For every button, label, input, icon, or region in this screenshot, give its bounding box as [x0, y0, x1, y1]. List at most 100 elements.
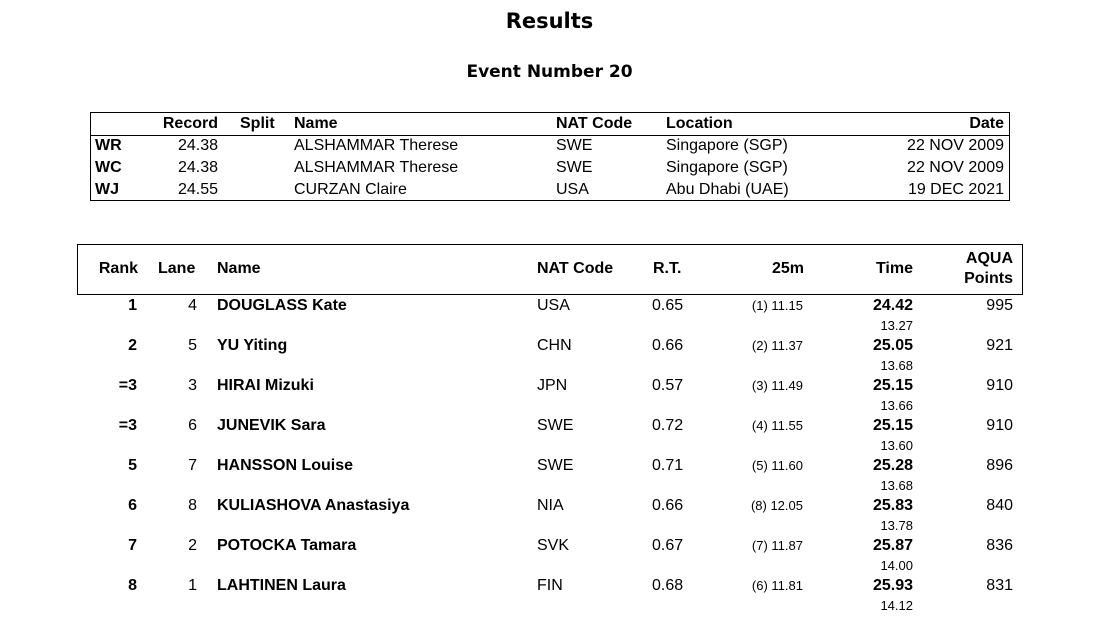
result-rt: 0.67 — [652, 537, 684, 554]
result-row: 8 1 LAHTINEN Laura FIN 0.68 (6) 11.81 25… — [0, 576, 1099, 616]
result-time: 25.15 — [872, 377, 913, 394]
results-header-row: Rank Lane Name NAT Code R.T. 25m Time AQ… — [77, 244, 1023, 295]
records-table: Record Split Name NAT Code Location Date… — [90, 112, 1010, 201]
result-name: JUNEVIK Sara — [217, 417, 326, 434]
result-name: DOUGLASS Kate — [217, 297, 347, 314]
result-time: 24.42 — [872, 297, 913, 314]
result-time: 25.87 — [872, 537, 913, 554]
result-time: 25.28 — [872, 457, 913, 474]
result-name: HANSSON Louise — [217, 457, 354, 474]
result-name: YU Yiting — [217, 337, 288, 354]
result-lane: 3 — [188, 377, 197, 394]
result-points: 840 — [986, 497, 1013, 514]
result-rt: 0.68 — [652, 577, 684, 594]
results-header-split: 25m — [771, 260, 804, 277]
record-date: 22 NOV 2009 — [907, 159, 1004, 176]
result-subtime: 13.78 — [880, 518, 913, 533]
record-type: WJ — [95, 181, 119, 198]
result-points: 995 — [986, 297, 1013, 314]
record-row: WJ 24.55 CURZAN Claire USA Abu Dhabi (UA… — [91, 179, 1009, 201]
record-name: ALSHAMMAR Therese — [294, 159, 459, 176]
results-header-points-line1: AQUA — [965, 250, 1013, 267]
result-time: 25.05 — [872, 337, 913, 354]
record-nat: SWE — [556, 159, 593, 176]
result-points: 831 — [986, 577, 1013, 594]
result-name: KULIASHOVA Anastasiya — [217, 497, 410, 514]
results-header-name: Name — [217, 260, 261, 277]
result-time: 25.83 — [872, 497, 913, 514]
record-nat: USA — [556, 181, 589, 198]
event-title: Event Number 20 — [466, 62, 633, 82]
record-row: WR 24.38 ALSHAMMAR Therese SWE Singapore… — [91, 135, 1009, 157]
result-name: LAHTINEN Laura — [217, 577, 346, 594]
record-location: Singapore (SGP) — [666, 159, 788, 176]
result-points: 836 — [986, 537, 1013, 554]
result-row: 5 7 HANSSON Louise SWE 0.71 (5) 11.60 25… — [0, 456, 1099, 496]
result-lane: 7 — [188, 457, 197, 474]
record-date: 19 DEC 2021 — [907, 181, 1004, 198]
result-name: POTOCKA Tamara — [217, 537, 357, 554]
result-rank: =3 — [118, 417, 137, 434]
result-nat: SWE — [537, 457, 574, 474]
result-subtime: 14.00 — [880, 558, 913, 573]
result-nat: SWE — [537, 417, 574, 434]
result-lane: 6 — [188, 417, 197, 434]
result-subtime: 13.68 — [880, 358, 913, 373]
result-split: (7) 11.87 — [751, 538, 803, 553]
record-nat: SWE — [556, 137, 593, 154]
result-nat: CHN — [537, 337, 572, 354]
result-rt: 0.57 — [652, 377, 684, 394]
result-rt: 0.66 — [652, 497, 684, 514]
record-location: Abu Dhabi (UAE) — [666, 181, 789, 198]
result-points: 896 — [986, 457, 1013, 474]
result-subtime: 13.27 — [880, 318, 913, 333]
result-name: HIRAI Mizuki — [217, 377, 314, 394]
result-subtime: 13.60 — [880, 438, 913, 453]
records-header-row: Record Split Name NAT Code Location Date — [91, 113, 1009, 136]
record-row: WC 24.38 ALSHAMMAR Therese SWE Singapore… — [91, 157, 1009, 179]
records-header-split: Split — [240, 115, 275, 132]
records-header-date: Date — [969, 115, 1004, 132]
results-header-rank: Rank — [98, 260, 138, 277]
result-nat: USA — [537, 297, 570, 314]
result-rank: 7 — [128, 537, 137, 554]
record-name: ALSHAMMAR Therese — [294, 137, 459, 154]
page-title: Results — [505, 9, 594, 33]
results-header-points-line2: Points — [964, 270, 1013, 287]
result-rank: 2 — [128, 337, 137, 354]
result-lane: 2 — [188, 537, 197, 554]
result-nat: SVK — [537, 537, 570, 554]
record-type: WR — [95, 137, 122, 154]
result-split: (6) 11.81 — [751, 578, 803, 593]
record-name: CURZAN Claire — [294, 181, 407, 198]
result-rt: 0.71 — [652, 457, 684, 474]
result-rt: 0.65 — [652, 297, 684, 314]
result-lane: 8 — [188, 497, 197, 514]
result-row: =3 3 HIRAI Mizuki JPN 0.57 (3) 11.49 25.… — [0, 376, 1099, 416]
result-split: (1) 11.15 — [751, 298, 803, 313]
result-points: 921 — [986, 337, 1013, 354]
results-header-time: Time — [875, 260, 913, 277]
result-split: (5) 11.60 — [751, 458, 803, 473]
result-lane: 4 — [188, 297, 197, 314]
result-points: 910 — [986, 377, 1013, 394]
result-time: 25.15 — [872, 417, 913, 434]
records-header-record: Record — [162, 115, 218, 132]
result-subtime: 13.66 — [880, 398, 913, 413]
result-rank: 8 — [128, 577, 137, 594]
records-header-location: Location — [666, 115, 733, 132]
result-split: (8) 12.05 — [750, 498, 803, 513]
result-subtime: 14.12 — [880, 598, 913, 613]
result-split: (2) 11.37 — [751, 338, 803, 353]
result-split: (3) 11.49 — [751, 378, 803, 393]
results-header-rt: R.T. — [653, 260, 682, 277]
result-rank: 5 — [128, 457, 137, 474]
result-row: 1 4 DOUGLASS Kate USA 0.65 (1) 11.15 24.… — [0, 296, 1099, 336]
results-header-lane: Lane — [158, 260, 196, 277]
result-lane: 1 — [188, 577, 197, 594]
records-header-name: Name — [294, 115, 338, 132]
result-split: (4) 11.55 — [751, 418, 803, 433]
record-date: 22 NOV 2009 — [907, 137, 1004, 154]
result-lane: 5 — [188, 337, 197, 354]
result-row: 6 8 KULIASHOVA Anastasiya NIA 0.66 (8) 1… — [0, 496, 1099, 536]
